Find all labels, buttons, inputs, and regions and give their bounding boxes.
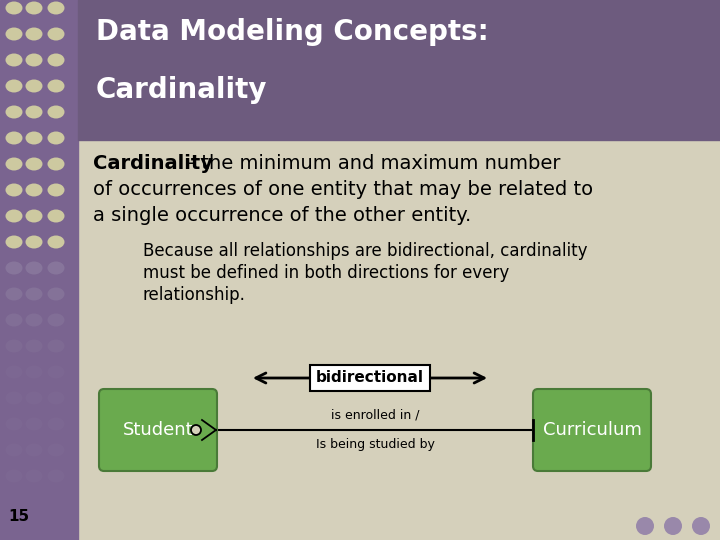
Circle shape [664,517,682,535]
Text: relationship.: relationship. [143,286,246,304]
Text: bidirectional: bidirectional [316,370,424,386]
Ellipse shape [48,210,65,222]
Text: Is being studied by: Is being studied by [315,438,434,451]
Ellipse shape [48,132,65,145]
Text: is enrolled in /: is enrolled in / [330,409,419,422]
Ellipse shape [25,235,42,248]
Ellipse shape [25,28,42,40]
Ellipse shape [25,469,42,483]
Ellipse shape [48,340,65,353]
Ellipse shape [48,469,65,483]
Ellipse shape [48,392,65,404]
Ellipse shape [25,79,42,92]
Text: Cardinality: Cardinality [93,154,213,173]
Ellipse shape [48,158,65,171]
Ellipse shape [25,417,42,430]
Circle shape [692,517,710,535]
Ellipse shape [48,53,65,66]
Ellipse shape [25,443,42,456]
FancyBboxPatch shape [533,389,651,471]
Ellipse shape [48,184,65,197]
Ellipse shape [48,443,65,456]
Text: Because all relationships are bidirectional, cardinality: Because all relationships are bidirectio… [143,242,588,260]
Ellipse shape [48,79,65,92]
Ellipse shape [48,314,65,327]
Text: 15: 15 [8,509,29,524]
Ellipse shape [25,53,42,66]
Circle shape [191,425,201,435]
Bar [78,0,720,140]
Ellipse shape [25,340,42,353]
Ellipse shape [6,235,22,248]
Ellipse shape [25,261,42,274]
Ellipse shape [6,443,22,456]
Ellipse shape [6,261,22,274]
Ellipse shape [25,314,42,327]
FancyBboxPatch shape [99,389,217,471]
Ellipse shape [48,105,65,118]
Ellipse shape [48,2,65,15]
Text: a single occurrence of the other entity.: a single occurrence of the other entity. [93,206,472,225]
Ellipse shape [6,417,22,430]
Ellipse shape [6,392,22,404]
Circle shape [636,517,654,535]
Text: Student: Student [122,421,193,439]
Ellipse shape [6,53,22,66]
Ellipse shape [6,184,22,197]
Text: Cardinality: Cardinality [96,76,268,104]
Ellipse shape [48,261,65,274]
Ellipse shape [6,105,22,118]
Ellipse shape [48,28,65,40]
Text: Data Modeling Concepts:: Data Modeling Concepts: [96,18,489,46]
Ellipse shape [6,287,22,300]
Ellipse shape [25,132,42,145]
Ellipse shape [6,340,22,353]
Text: Curriculum: Curriculum [543,421,642,439]
Ellipse shape [6,79,22,92]
Ellipse shape [6,2,22,15]
Text: must be defined in both directions for every: must be defined in both directions for e… [143,264,509,282]
Ellipse shape [48,417,65,430]
Ellipse shape [25,105,42,118]
Ellipse shape [25,210,42,222]
Ellipse shape [25,158,42,171]
Ellipse shape [6,366,22,379]
Text: of occurrences of one entity that may be related to: of occurrences of one entity that may be… [93,180,593,199]
Ellipse shape [6,314,22,327]
Ellipse shape [25,366,42,379]
Ellipse shape [6,28,22,40]
Ellipse shape [25,184,42,197]
Ellipse shape [6,469,22,483]
Ellipse shape [25,287,42,300]
Ellipse shape [48,366,65,379]
Ellipse shape [6,158,22,171]
Ellipse shape [48,235,65,248]
Ellipse shape [25,2,42,15]
Ellipse shape [48,287,65,300]
Bar [0,0,78,540]
Ellipse shape [25,392,42,404]
FancyBboxPatch shape [310,365,430,391]
Ellipse shape [6,132,22,145]
Ellipse shape [6,210,22,222]
Text: – the minimum and maximum number: – the minimum and maximum number [179,154,560,173]
